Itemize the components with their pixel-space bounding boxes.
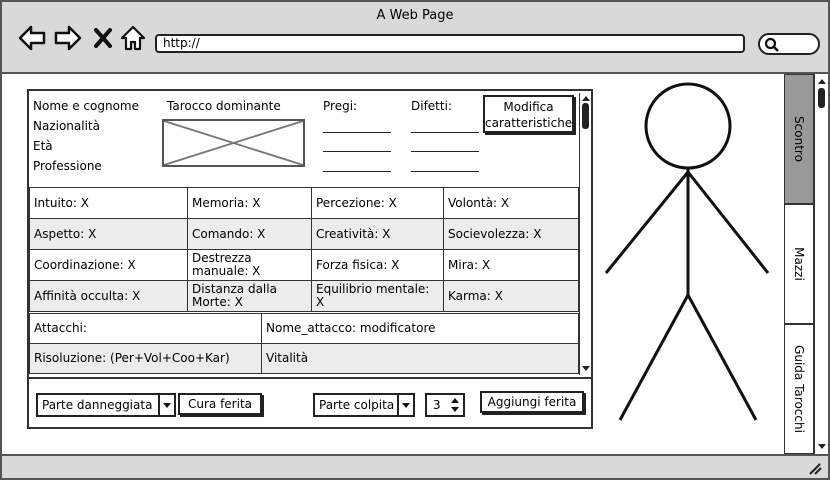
flaw-line [411,171,479,172]
hit-part-value: Parte colpita [319,398,395,412]
damaged-part-dropdown[interactable]: Parte danneggiata [36,393,176,417]
table-row: Risoluzione: (Per+Vol+Coo+Kar) Vitalità [29,343,579,374]
page-scroll-thumb[interactable] [818,88,825,108]
add-wound-button[interactable]: Aggiungi ferita [480,391,584,413]
panel-scroll-thumb[interactable] [582,103,589,129]
stat-cell: Aspetto: X [29,218,188,250]
stats-table: Intuito: X Memoria: X Percezione: X Volo… [29,187,579,312]
table-row: Coordinazione: X Destrezza manuale: X Fo… [29,249,579,281]
stat-cell: Intuito: X [29,187,188,219]
search-icon [764,37,779,52]
close-icon[interactable] [90,24,118,52]
panel-scrollbar[interactable] [579,93,591,375]
scroll-down-icon[interactable] [815,442,829,452]
dropdown-arrow[interactable] [158,393,176,417]
quantity-value: 3 [433,398,441,412]
stat-cell: Volontà: X [443,187,579,219]
strength-line [323,151,391,152]
hit-part-dropdown[interactable]: Parte colpita [313,393,415,417]
tarot-label: Tarocco dominante [167,99,281,113]
table-row: Attacchi: Nome_attacco: modificatore [29,313,579,344]
home-icon[interactable] [119,24,147,52]
chevron-down-icon [163,403,171,408]
side-tabs: Scontro Mazzi Guida Tarocchi [784,74,814,454]
vitality-label: Vitalità [261,343,579,374]
url-field[interactable]: http:// [155,34,745,53]
tab-mazzi[interactable]: Mazzi [784,204,814,324]
scroll-down-icon[interactable] [580,365,592,373]
scroll-up-icon[interactable] [815,76,829,86]
page-scrollbar[interactable] [814,74,828,454]
stat-cell: Distanza dalla Morte: X [187,280,312,312]
title-bar: A Web Page http:// [2,2,828,74]
stat-cell: Memoria: X [187,187,312,219]
strengths-label: Pregi: [323,99,358,113]
stat-cell: Socievolezza: X [443,218,579,250]
tarot-image-placeholder [162,119,305,167]
stat-cell: Forza fisica: X [311,249,444,281]
tab-scontro[interactable]: Scontro [784,74,814,204]
stat-cell: Equilibrio mentale: X [311,280,444,312]
tab-guida-tarocchi[interactable]: Guida Tarocchi [784,324,814,454]
stat-cell: Creatività: X [311,218,444,250]
wounds-toolbar: Parte danneggiata Cura ferita Parte colp… [29,377,591,427]
name-label: Nome e cognome [33,99,139,113]
profession-label: Professione [33,159,102,173]
table-row: Aspetto: X Comando: X Creatività: X Soci… [29,218,579,250]
flaw-line [411,132,479,133]
stat-cell: Affinità occulta: X [29,280,188,312]
tab-label: Mazzi [792,247,806,281]
flaw-line [411,151,479,152]
window-title: A Web Page [376,8,454,23]
stat-cell: Comando: X [187,218,312,250]
attacks-label: Attacchi: [29,313,262,344]
table-row: Intuito: X Memoria: X Percezione: X Volo… [29,187,579,219]
combat-table: Attacchi: Nome_attacco: modificatore Ris… [29,313,579,374]
stat-cell: Karma: X [443,280,579,312]
chevron-down-icon [402,403,410,408]
character-figure [604,82,770,421]
tab-label: Scontro [792,116,806,162]
character-info: Nome e cognome Nazionalità Età Professio… [29,91,579,187]
quantity-stepper[interactable]: 3 [425,393,465,417]
stat-cell: Destrezza manuale: X [187,249,312,281]
table-row: Affinità occulta: X Distanza dalla Morte… [29,280,579,312]
dropdown-arrow[interactable] [397,393,415,417]
back-arrow-icon[interactable] [18,24,46,52]
search-box[interactable] [758,33,820,55]
tab-label: Guida Tarocchi [792,345,806,433]
modify-characteristics-button[interactable]: Modifica caratteristiche [483,95,574,133]
stat-cell: Percezione: X [311,187,444,219]
stat-cell: Coordinazione: X [29,249,188,281]
resize-grip-icon[interactable] [806,459,822,475]
strength-line [323,171,391,172]
stat-cell: Mira: X [443,249,579,281]
attack-entry: Nome_attacco: modificatore [261,313,579,344]
flaws-label: Difetti: [411,99,452,113]
nationality-label: Nazionalità [33,119,100,133]
cure-wound-button[interactable]: Cura ferita [178,393,262,415]
scroll-up-icon[interactable] [580,94,592,102]
forward-arrow-icon[interactable] [54,24,82,52]
status-bar [2,454,828,478]
damaged-part-value: Parte danneggiata [42,398,153,412]
character-sheet-panel: Nome e cognome Nazionalità Età Professio… [27,89,593,429]
resolution-label: Risoluzione: (Per+Vol+Coo+Kar) [29,343,262,374]
stepper-arrows-icon[interactable] [448,395,462,415]
strength-line [323,132,391,133]
age-label: Età [33,139,53,153]
